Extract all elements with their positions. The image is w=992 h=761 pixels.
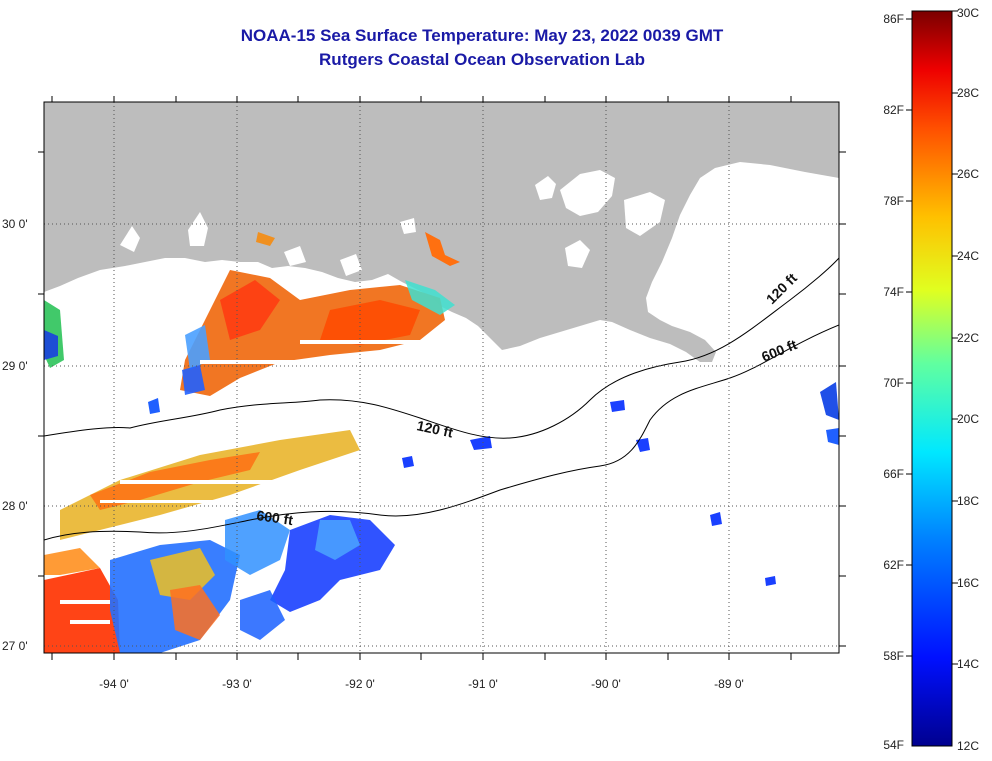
lat-label: 28 0' (2, 499, 28, 513)
colorbar-label-c: 18C (957, 494, 979, 508)
colorbar-label-c: 22C (957, 331, 979, 345)
graticule (44, 102, 839, 653)
sst-data (44, 232, 839, 653)
colorbar-label-f: 62F (883, 558, 904, 572)
colorbar-label-c: 30C (957, 6, 979, 20)
colorbar-label-f: 54F (883, 738, 904, 752)
lake (284, 246, 306, 266)
colorbar-label-c: 26C (957, 167, 979, 181)
map-subtitle: Rutgers Coastal Ocean Observation Lab (319, 50, 645, 69)
colorbar-label-f: 82F (883, 103, 904, 117)
lat-label: 29 0' (2, 359, 28, 373)
map-frame (43, 101, 840, 654)
lon-label: -91 0' (468, 677, 498, 691)
contour-label-120ft: 120 ft (415, 417, 454, 440)
colorbar (911, 10, 953, 747)
lake (624, 192, 665, 236)
colorbar-label-c: 28C (957, 86, 979, 100)
colorbar-label-c: 24C (957, 249, 979, 263)
lon-label: -93 0' (222, 677, 252, 691)
colorbar-label-f: 66F (883, 467, 904, 481)
colorbar-label-f: 86F (883, 12, 904, 26)
colorbar-ticks (906, 10, 958, 665)
lake (565, 240, 590, 268)
lake (560, 170, 615, 216)
contour-120ft (44, 257, 839, 439)
colorbar-label-f: 74F (883, 285, 904, 299)
colorbar-label-f: 58F (883, 649, 904, 663)
lon-label: -90 0' (591, 677, 621, 691)
bay (700, 175, 820, 228)
colorbar-label-c: 12C (957, 739, 979, 753)
lat-label: 27 0' (2, 639, 28, 653)
colorbar-label-f: 78F (883, 194, 904, 208)
lake (535, 176, 556, 200)
colorbar-label-c: 16C (957, 576, 979, 590)
lon-label: -94 0' (99, 677, 129, 691)
contour-label-600ft: 600 ft (256, 507, 295, 528)
axis-ticks (38, 96, 846, 660)
lon-label: -89 0' (714, 677, 744, 691)
land-mass (44, 102, 839, 362)
lat-label: 30 0' (2, 217, 28, 231)
lake (120, 226, 140, 252)
lake (340, 254, 362, 276)
lake (188, 212, 208, 246)
colorbar-label-c: 20C (957, 412, 979, 426)
lon-label: -92 0' (345, 677, 375, 691)
contour-600ft (44, 324, 839, 541)
colorbar-label-c: 14C (957, 657, 979, 671)
map-title: NOAA-15 Sea Surface Temperature: May 23,… (240, 26, 724, 45)
colorbar-label-f: 70F (883, 376, 904, 390)
lake (400, 218, 416, 234)
